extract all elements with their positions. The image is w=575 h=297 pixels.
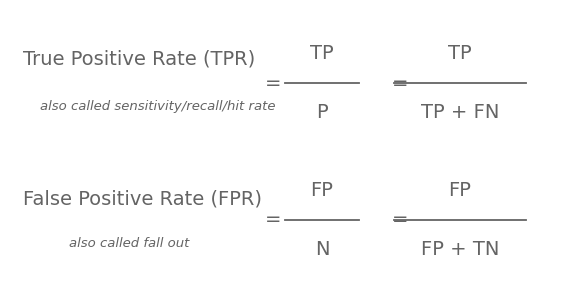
Text: TP: TP — [448, 44, 472, 63]
Text: TP: TP — [310, 44, 334, 63]
Text: N: N — [315, 240, 329, 259]
Text: P: P — [316, 103, 328, 122]
Text: True Positive Rate (TPR): True Positive Rate (TPR) — [23, 50, 255, 69]
Text: =: = — [265, 74, 281, 93]
Text: FP: FP — [448, 181, 471, 200]
Text: =: = — [392, 210, 408, 229]
Text: FP: FP — [310, 181, 333, 200]
Text: also called sensitivity/recall/hit rate: also called sensitivity/recall/hit rate — [40, 100, 276, 113]
Text: FP + TN: FP + TN — [421, 240, 499, 259]
Text: =: = — [265, 210, 281, 229]
Text: also called fall out: also called fall out — [69, 237, 189, 250]
Text: TP + FN: TP + FN — [421, 103, 499, 122]
Text: =: = — [392, 74, 408, 93]
Text: False Positive Rate (FPR): False Positive Rate (FPR) — [23, 189, 262, 208]
